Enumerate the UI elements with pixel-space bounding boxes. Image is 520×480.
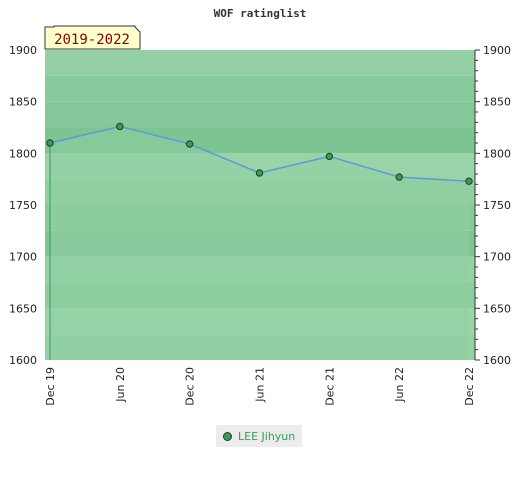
y-tick-label: 1850: [483, 96, 511, 109]
x-axis: Dec 19 Jun 20 Dec 20 Jun 21 Dec 21 Jun 22 Dec …: [44, 367, 476, 406]
y-tick-label: 1900: [9, 44, 37, 57]
y-tick-label: 1900: [483, 44, 511, 57]
grid-band: [45, 75, 475, 102]
x-tick-label: Dec 20: [184, 367, 197, 406]
data-point: [325, 152, 334, 161]
data-point: [395, 173, 403, 181]
data-point: [46, 139, 54, 147]
y-tick-label: 1800: [483, 147, 511, 160]
y-tick-label: 1600: [483, 354, 511, 367]
y-tick-label: 1850: [9, 96, 37, 109]
y-tick-label: 1700: [9, 251, 37, 264]
x-tick-label: Dec 19: [44, 367, 57, 406]
data-point: [185, 140, 194, 148]
data-markers: [46, 122, 473, 185]
x-tick-label: Dec 21: [323, 367, 336, 406]
legend: LEE Jihyun: [216, 425, 303, 447]
period-badge: 2019-2022: [44, 25, 141, 50]
series-area: [50, 126, 469, 360]
y-axis-right: 1600 1650 1700 1750 1800 1850 1900: [474, 44, 511, 367]
legend-series-label: LEE Jihyun: [238, 429, 296, 443]
y-tick-label: 1700: [483, 251, 511, 264]
y-tick-label: 1650: [483, 302, 511, 315]
x-tick-label: Jun 20: [114, 367, 127, 403]
x-tick-label: Jun 22: [393, 367, 406, 403]
period-badge-label: 2019-2022: [54, 32, 130, 48]
chart-title: WOF ratinglist: [214, 7, 307, 20]
data-point: [255, 169, 264, 177]
y-tick-label: 1750: [483, 199, 511, 212]
legend-marker-icon: [223, 431, 232, 441]
data-point: [465, 177, 473, 185]
data-point: [116, 122, 124, 131]
area-layer: [49, 126, 469, 360]
grid-band: [45, 101, 475, 128]
y-axis-left: 1600 1650 1700 1750 1800 1850 1900: [9, 44, 37, 367]
x-tick-label: Jun 21: [254, 367, 267, 403]
y-tick-label: 1600: [9, 354, 37, 367]
y-tick-label: 1650: [9, 302, 37, 315]
y-tick-label: 1750: [9, 199, 37, 212]
y-tick-label: 1800: [9, 147, 37, 160]
period-badge-box: [44, 25, 141, 50]
x-tick-label: Dec 22: [463, 367, 476, 406]
grid-band: [45, 50, 475, 76]
